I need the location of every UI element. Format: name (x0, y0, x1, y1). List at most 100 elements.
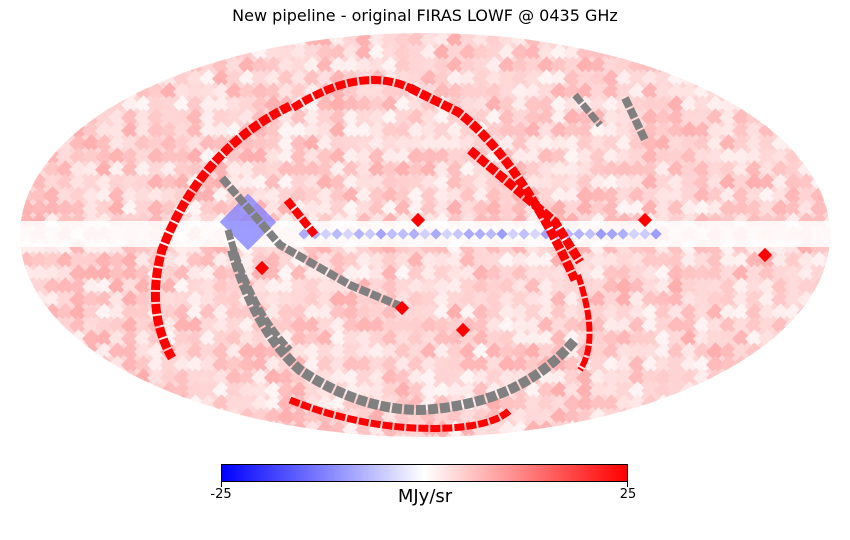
sky-pixel (562, 121, 583, 141)
sky-pixel (549, 82, 570, 102)
sky-pixel (497, 186, 518, 206)
sky-pixel (393, 277, 414, 297)
sky-pixel (42, 368, 63, 388)
sky-pixel (146, 420, 167, 437)
sky-pixel (705, 420, 726, 437)
sky-pixel (627, 173, 648, 193)
sky-pixel (536, 303, 557, 323)
sky-pixel (809, 43, 830, 63)
sky-pixel (562, 394, 583, 414)
sky-pixel (81, 95, 102, 115)
sky-pixel (328, 303, 349, 323)
sky-pixel (640, 355, 661, 375)
sky-pixel (107, 277, 128, 297)
sky-pixel (692, 264, 713, 284)
sky-pixel (68, 134, 89, 154)
sky-pixel (380, 134, 401, 154)
sky-pixel (42, 69, 63, 89)
sky-pixel (159, 160, 180, 180)
sky-pixel (94, 160, 115, 180)
sky-pixel (640, 264, 661, 284)
sky-pixel (692, 290, 713, 310)
sky-pixel (601, 381, 622, 401)
sky-pixel (770, 290, 791, 310)
sky-pixel (42, 95, 63, 115)
sky-pixel (328, 251, 349, 271)
sky-pixel (68, 394, 89, 414)
sky-pixel (679, 121, 700, 141)
sky-pixel (705, 277, 726, 297)
sky-pixel (796, 33, 817, 50)
sky-pixel (783, 329, 804, 349)
sky-pixel (458, 368, 479, 388)
sky-pixel (705, 329, 726, 349)
sky-pixel (55, 43, 76, 63)
sky-pixel (237, 69, 258, 89)
sky-pixel (302, 316, 323, 336)
sky-pixel (458, 290, 479, 310)
colorbar-tick-max (627, 482, 628, 487)
sky-pixel (640, 82, 661, 102)
sky-pixel (614, 69, 635, 89)
sky-pixel (718, 56, 739, 76)
sky-pixel (510, 43, 531, 63)
sky-pixel (588, 316, 609, 336)
sky-pixel (562, 186, 583, 206)
sky-pixel (523, 381, 544, 401)
sky-pixel (224, 394, 245, 414)
sky-pixel (601, 394, 622, 414)
sky-pixel (822, 33, 830, 50)
sky-pixel (211, 420, 232, 437)
sky-pixel (770, 277, 791, 297)
sky-pixel (172, 316, 193, 336)
sky-pixel (588, 342, 609, 362)
sky-pixel (20, 407, 37, 427)
sky-pixel (250, 160, 271, 180)
sky-pixel (419, 264, 440, 284)
sky-pixel (55, 33, 76, 50)
sky-pixel (315, 342, 336, 362)
sky-pixel (289, 147, 310, 167)
sky-pixel (94, 33, 115, 50)
sky-pixel (29, 433, 50, 437)
sky-pixel (549, 277, 570, 297)
sky-pixel (419, 381, 440, 401)
sky-pixel (809, 82, 830, 102)
sky-pixel (445, 342, 466, 362)
sky-pixel (315, 186, 336, 206)
sky-pixel (562, 381, 583, 401)
sky-pixel (549, 290, 570, 310)
sky-pixel (809, 121, 830, 141)
sky-pixel (627, 329, 648, 349)
sky-pixel (185, 69, 206, 89)
sky-pixel (484, 329, 505, 349)
sky-pixel (718, 43, 739, 63)
sky-pixel (263, 303, 284, 323)
sky-pixel (354, 342, 375, 362)
sky-pixel (276, 264, 297, 284)
sky-pixel (523, 329, 544, 349)
sky-pixel (445, 134, 466, 154)
sky-pixel (497, 277, 518, 297)
sky-pixel (770, 82, 791, 102)
sky-pixel (523, 290, 544, 310)
sky-pixel (718, 199, 739, 219)
sky-pixel (185, 264, 206, 284)
sky-pixel (796, 69, 817, 89)
sky-pixel (809, 355, 830, 375)
sky-pixel (523, 394, 544, 414)
sky-pixel (731, 199, 752, 219)
sky-pixel (224, 316, 245, 336)
sky-pixel (562, 407, 583, 427)
sky-pixel (809, 368, 830, 388)
sky-pixel (601, 134, 622, 154)
sky-pixel (679, 420, 700, 437)
sky-pixel (536, 290, 557, 310)
sky-pixel (770, 433, 791, 437)
sky-pixel (289, 134, 310, 154)
sky-pixel (237, 56, 258, 76)
sky-pixel (666, 290, 687, 310)
sky-pixel (497, 121, 518, 141)
sky-pixel (159, 394, 180, 414)
sky-pixel (822, 186, 830, 206)
